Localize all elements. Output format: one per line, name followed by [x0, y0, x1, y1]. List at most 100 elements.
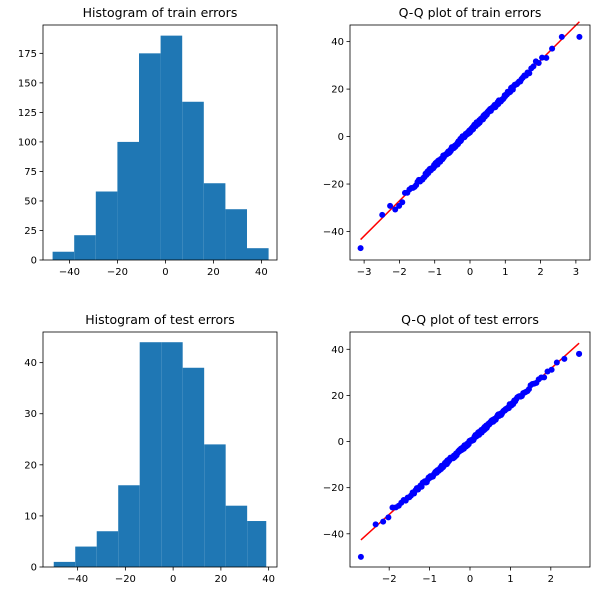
chart-title: Q-Q plot of test errors: [401, 312, 539, 327]
train-histogram-panel: Histogram of train errors −40 −20 0 20 40 0 25 5…: [18, 5, 278, 278]
x-tick-label: −40: [59, 267, 80, 278]
y-tick-label: 50: [24, 196, 37, 207]
y-tick-label: 100: [18, 137, 37, 148]
y-tick-label: 175: [18, 49, 37, 60]
plot-area: [53, 342, 267, 567]
histogram-bar: [160, 35, 183, 260]
histogram-bar: [204, 444, 226, 567]
y-tick-label: 40: [331, 345, 344, 356]
x-tick-label: 2: [537, 267, 543, 278]
histogram-bar: [247, 521, 267, 567]
chart-title: Histogram of train errors: [83, 5, 238, 20]
x-tick-label: 40: [262, 574, 275, 585]
plot-area: [357, 342, 583, 560]
y-tick-label: 0: [31, 256, 37, 267]
qq-point: [535, 60, 542, 67]
x-tick-label: −3: [357, 267, 372, 278]
histogram-bar: [247, 248, 269, 260]
y-tick-label: 25: [24, 226, 37, 237]
qq-point: [561, 355, 568, 362]
qq-point: [399, 199, 406, 206]
qq-point: [576, 33, 583, 40]
train-qq-plot-panel: Q-Q plot of train errors −3 −2 −1 0 1 2 3 −40 −20…: [323, 5, 591, 278]
x-tick-label: −20: [115, 574, 136, 585]
plot-area: [52, 35, 269, 261]
histogram-bar: [96, 531, 119, 567]
axes-frame: [349, 24, 591, 261]
y-tick-label: 10: [24, 511, 37, 522]
y-tick-label: 0: [31, 563, 37, 574]
y-tick-label: 30: [24, 409, 37, 420]
qq-point: [553, 359, 560, 366]
x-tick-label: 20: [215, 574, 228, 585]
qq-point: [387, 202, 394, 209]
histogram-bar: [225, 209, 247, 260]
x-tick-label: −20: [107, 267, 128, 278]
qq-point: [543, 54, 550, 61]
histogram-bar: [182, 101, 204, 261]
x-tick-label: −1: [422, 574, 437, 585]
x-tick-label: 0: [467, 267, 473, 278]
x-tick-label: 2: [548, 574, 554, 585]
histogram-bar: [182, 367, 205, 567]
test-qq-plot-panel: Q-Q plot of test errors −2 −1 0 1 2 −40 −20 0 20 4…: [323, 312, 591, 585]
y-tick-label: −20: [323, 180, 344, 191]
x-tick-label: 3: [573, 267, 579, 278]
qq-point: [541, 374, 548, 381]
y-tick-label: 40: [331, 37, 344, 48]
y-tick-label: 75: [24, 167, 37, 178]
histogram-bar: [74, 235, 96, 260]
y-tick-label: −20: [323, 483, 344, 494]
histogram-bar: [75, 546, 97, 567]
histogram-bar: [139, 53, 161, 261]
qq-point: [558, 33, 565, 40]
histogram-bar: [118, 485, 140, 567]
histogram-bar: [117, 141, 139, 260]
axes-frame: [349, 331, 591, 568]
x-tick-label: −1: [427, 267, 442, 278]
y-tick-label: 20: [331, 391, 344, 402]
qq-point: [357, 553, 364, 560]
test-histogram-panel: Histogram of test errors −40 −20 0 20 40 0 10 20…: [24, 312, 278, 585]
x-tick-label: 0: [162, 267, 168, 278]
qq-point: [549, 45, 556, 52]
qq-point: [530, 63, 537, 70]
x-tick-label: −2: [392, 267, 407, 278]
qq-point: [392, 206, 399, 213]
y-tick-label: 0: [338, 132, 344, 143]
qq-point: [526, 70, 533, 77]
histogram-bar: [95, 191, 118, 260]
histogram-bar: [53, 561, 76, 567]
y-tick-label: −40: [323, 529, 344, 540]
y-tick-label: 40: [24, 358, 37, 369]
y-tick-label: 20: [331, 85, 344, 96]
histogram-bar: [52, 251, 75, 260]
x-tick-label: 1: [502, 267, 508, 278]
qq-point: [372, 521, 379, 528]
histogram-bar: [161, 342, 183, 567]
qq-point: [357, 245, 364, 252]
histogram-bar: [203, 183, 226, 260]
y-tick-label: 125: [18, 108, 37, 119]
axes-frame: [42, 24, 278, 261]
x-tick-label: 20: [207, 267, 220, 278]
x-tick-label: 0: [467, 574, 473, 585]
qq-point: [385, 514, 392, 521]
x-tick-label: −40: [67, 574, 88, 585]
y-tick-label: 150: [18, 78, 37, 89]
qq-point: [380, 518, 387, 525]
y-tick-label: 0: [338, 437, 344, 448]
histogram-bar: [139, 342, 162, 567]
qq-point: [379, 211, 386, 218]
qq-point: [548, 366, 555, 373]
y-tick-label: −40: [323, 227, 344, 238]
x-tick-label: 0: [170, 574, 176, 585]
histogram-bar: [225, 505, 248, 567]
axes-frame: [42, 331, 278, 568]
x-tick-label: 1: [507, 574, 513, 585]
x-tick-label: −2: [382, 574, 397, 585]
x-tick-label: 40: [255, 267, 268, 278]
chart-title: Q-Q plot of train errors: [399, 5, 542, 20]
qq-point: [576, 350, 583, 357]
